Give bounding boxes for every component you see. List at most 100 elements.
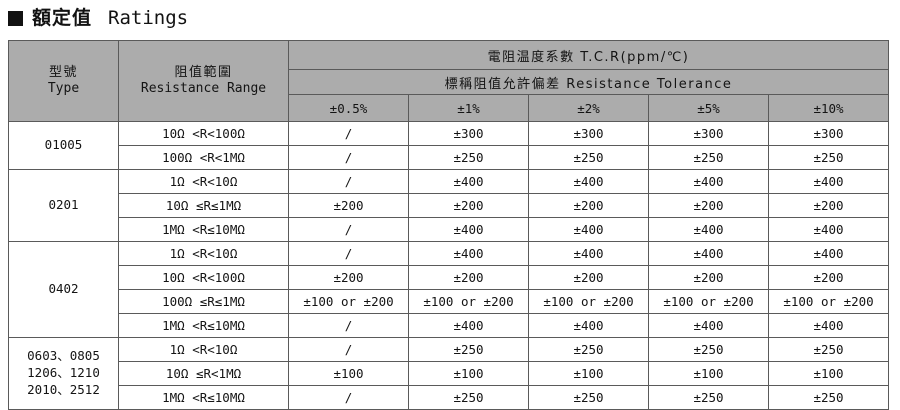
resistance-range-cell: 1MΩ <R≤10MΩ bbox=[118, 217, 289, 242]
tcr-value-cell: / bbox=[288, 313, 409, 338]
tcr-value-cell: ±200 bbox=[648, 265, 769, 290]
column-header-tolerance-2: ±1% bbox=[408, 94, 529, 122]
tcr-value-cell: ±200 bbox=[528, 193, 649, 218]
tcr-value-cell: / bbox=[288, 337, 409, 362]
tcr-value-cell: ±100 bbox=[288, 361, 409, 386]
table-row: 0201 1Ω <R<10Ω / ±400 ±400 ±400 ±400 bbox=[8, 169, 890, 242]
tcr-value-cell: ±250 bbox=[408, 337, 529, 362]
table-row: 100Ω ≤R≤1MΩ ±100 or ±200 ±100 or ±200 ±100 … bbox=[9, 289, 890, 314]
tcr-value-cell: ±200 bbox=[767, 265, 890, 290]
resistance-range-cell: 100Ω ≤R≤1MΩ bbox=[118, 289, 289, 314]
resistance-range-cell: 10Ω <R<100Ω bbox=[118, 121, 289, 146]
tcr-value-cell: ±250 bbox=[648, 337, 769, 362]
tcr-value-cell: ±100 or ±200 bbox=[767, 289, 890, 314]
tcr-value-cell: ±250 bbox=[648, 385, 769, 410]
tcr-value-cell: ±200 bbox=[288, 265, 409, 290]
column-header-type: 型號 Type bbox=[8, 40, 119, 122]
tcr-value-cell: ±250 bbox=[528, 145, 649, 170]
filled-square-icon bbox=[8, 10, 23, 26]
column-header-type-en: Type bbox=[47, 81, 80, 96]
column-header-range-cjk: 阻值範圍 bbox=[174, 64, 233, 80]
column-header-tolerance-4: ±5% bbox=[648, 94, 769, 122]
resistance-range-cell: 10Ω ≤R<1MΩ bbox=[118, 361, 289, 386]
tcr-value-cell: ±100 or ±200 bbox=[648, 289, 769, 314]
table-row: 0603、0805 1206、1210 2010、2512 1Ω <R<10Ω / ±… bbox=[8, 337, 890, 410]
tcr-value-cell: ±400 bbox=[648, 241, 769, 266]
page-title: 額定值 Ratings bbox=[8, 2, 188, 34]
type-cell: 0603、0805 1206、1210 2010、2512 bbox=[8, 337, 119, 410]
resistance-range-cell: 1MΩ <R≤10MΩ bbox=[118, 313, 289, 338]
tcr-value-cell: ±400 bbox=[648, 169, 769, 194]
tcr-value-cell: ±400 bbox=[528, 313, 649, 338]
resistance-range-cell: 1Ω <R<10Ω bbox=[118, 337, 289, 362]
table-row: 10Ω <R<100Ω ±200 ±200 ±200 ±200 ±200 bbox=[9, 265, 890, 290]
tcr-value-cell: ±400 bbox=[408, 313, 529, 338]
tcr-value-cell: ±300 bbox=[408, 121, 529, 146]
tcr-value-cell: ±200 bbox=[528, 265, 649, 290]
table-row: 10Ω ≤R<1MΩ ±100 ±100 ±100 ±100 ±100 bbox=[9, 361, 890, 386]
table-row: 100Ω <R<1MΩ / ±250 ±250 ±250 ±250 bbox=[9, 145, 890, 170]
header-row-tolerance: 標稱阻值允許偏差 Resistance Tolerance bbox=[9, 69, 890, 95]
tcr-value-cell: ±400 bbox=[767, 241, 890, 266]
table-row: 0402 1Ω <R<10Ω / ±400 ±400 ±400 ±400 bbox=[8, 241, 890, 338]
tcr-value-cell: ±400 bbox=[408, 169, 529, 194]
table-row: 1MΩ <R≤10MΩ / ±400 ±400 ±400 ±400 bbox=[9, 217, 890, 242]
resistance-range-cell: 10Ω <R<100Ω bbox=[118, 265, 289, 290]
column-header-range-en: Resistance Range bbox=[140, 81, 267, 96]
table-row: 10Ω ≤R≤1MΩ ±200 ±200 ±200 ±200 ±200 bbox=[9, 193, 890, 218]
tcr-value-cell: ±300 bbox=[528, 121, 649, 146]
tcr-value-cell: ±300 bbox=[767, 121, 890, 146]
column-header-type-cjk: 型號 bbox=[48, 64, 78, 80]
tcr-value-cell: / bbox=[288, 145, 409, 170]
table-row: 1MΩ <R≤10MΩ / ±250 ±250 ±250 ±250 bbox=[9, 385, 890, 410]
tcr-value-cell: / bbox=[288, 241, 409, 266]
tcr-value-cell: ±200 bbox=[288, 193, 409, 218]
ratings-table: 型號 Type 阻值範圍 Resistance Range 電阻温度系數 T.C… bbox=[8, 40, 890, 410]
table-row: 01005 10Ω <R<100Ω / ±300 ±300 ±300 ±300 bbox=[8, 121, 890, 170]
tcr-value-cell: ±400 bbox=[648, 313, 769, 338]
tcr-value-cell: ±400 bbox=[528, 241, 649, 266]
tcr-value-cell: ±400 bbox=[528, 217, 649, 242]
column-header-tolerance-5: ±10% bbox=[767, 94, 890, 122]
tcr-value-cell: ±400 bbox=[767, 313, 890, 338]
tcr-value-cell: ±250 bbox=[408, 385, 529, 410]
page-title-en: Ratings bbox=[108, 6, 189, 29]
column-header-tolerance-1: ±0.5% bbox=[288, 94, 409, 122]
tcr-value-cell: ±200 bbox=[648, 193, 769, 218]
tcr-value-cell: ±400 bbox=[767, 217, 890, 242]
tcr-value-cell: ±200 bbox=[767, 193, 890, 218]
tcr-value-cell: ±400 bbox=[767, 169, 890, 194]
tcr-value-cell: / bbox=[288, 217, 409, 242]
column-header-resistance-range: 阻值範圍 Resistance Range bbox=[118, 40, 289, 122]
tcr-value-cell: ±100 bbox=[767, 361, 890, 386]
tcr-value-cell: ±250 bbox=[408, 145, 529, 170]
page-title-cjk: 額定值 bbox=[32, 6, 93, 29]
resistance-range-cell: 1Ω <R<10Ω bbox=[118, 169, 289, 194]
tcr-value-cell: ±200 bbox=[408, 193, 529, 218]
tcr-value-cell: ±250 bbox=[767, 385, 890, 410]
resistance-range-cell: 100Ω <R<1MΩ bbox=[118, 145, 289, 170]
tcr-value-cell: ±100 bbox=[648, 361, 769, 386]
tcr-value-cell: ±400 bbox=[648, 217, 769, 242]
tcr-value-cell: ±100 or ±200 bbox=[528, 289, 649, 314]
column-header-resistance-tolerance: 標稱阻值允許偏差 Resistance Tolerance bbox=[287, 69, 890, 95]
tcr-value-cell: ±200 bbox=[408, 265, 529, 290]
table-header: 型號 Type 阻值範圍 Resistance Range 電阻温度系數 T.C… bbox=[8, 40, 890, 122]
tcr-value-cell: ±250 bbox=[767, 337, 890, 362]
tcr-value-cell: ±100 or ±200 bbox=[288, 289, 409, 314]
column-header-tcr: 電阻温度系數 T.C.R(ppm/℃) bbox=[287, 40, 890, 70]
tcr-value-cell: ±400 bbox=[408, 217, 529, 242]
type-cell: 0402 bbox=[8, 241, 119, 338]
tcr-value-cell: ±250 bbox=[528, 385, 649, 410]
tcr-value-cell: / bbox=[288, 169, 409, 194]
table-body: 01005 10Ω <R<100Ω / ±300 ±300 ±300 ±300 100Ω <R… bbox=[8, 121, 890, 410]
type-cell: 0201 bbox=[8, 169, 119, 242]
tcr-value-cell: / bbox=[288, 385, 409, 410]
type-cell: 01005 bbox=[8, 121, 119, 170]
column-header-tolerance-3: ±2% bbox=[528, 94, 649, 122]
tcr-value-cell: ±300 bbox=[648, 121, 769, 146]
tcr-value-cell: ±100 bbox=[528, 361, 649, 386]
tcr-value-cell: ±250 bbox=[767, 145, 890, 170]
table-row: 1MΩ <R≤10MΩ / ±400 ±400 ±400 ±400 bbox=[9, 313, 890, 338]
resistance-range-cell: 1MΩ <R≤10MΩ bbox=[118, 385, 289, 410]
